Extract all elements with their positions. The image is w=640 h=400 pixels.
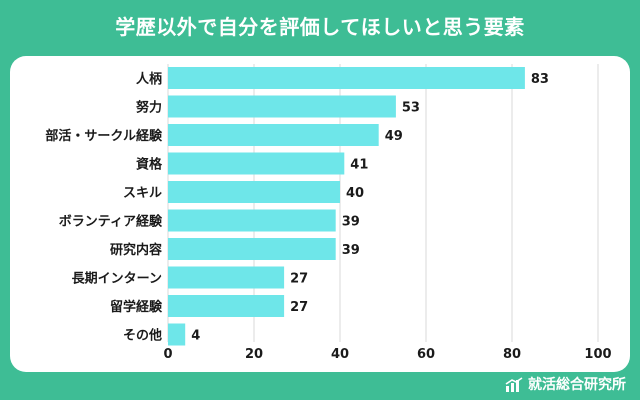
brand-logo: 就活総合研究所 bbox=[505, 375, 626, 395]
bar-chart-icon bbox=[505, 377, 523, 392]
brand-name: 就活総合研究所 bbox=[528, 377, 626, 393]
category-label: スキル bbox=[123, 186, 162, 201]
bar bbox=[168, 209, 336, 232]
bar bbox=[168, 238, 336, 260]
value-label: 4 bbox=[191, 329, 200, 344]
value-label: 83 bbox=[531, 72, 549, 87]
value-label: 39 bbox=[342, 215, 360, 230]
category-label: その他 bbox=[123, 328, 162, 344]
bar bbox=[168, 266, 285, 289]
value-label: 41 bbox=[350, 158, 368, 173]
category-label: 部活・サークル経験 bbox=[45, 128, 163, 144]
value-label: 40 bbox=[346, 186, 364, 201]
x-tick-label: 0 bbox=[163, 347, 172, 362]
x-tick-label: 40 bbox=[331, 347, 349, 362]
x-tick-label: 20 bbox=[245, 347, 263, 362]
bar bbox=[168, 67, 525, 89]
value-label: 49 bbox=[385, 129, 403, 144]
bar bbox=[168, 95, 396, 118]
value-label: 53 bbox=[402, 101, 420, 116]
bar bbox=[168, 323, 186, 346]
bar bbox=[168, 181, 340, 203]
category-label: 人柄 bbox=[136, 71, 162, 87]
category-label: 努力 bbox=[136, 100, 162, 116]
page-title: 学歴以外で自分を評価してほしいと思う要素 bbox=[115, 15, 525, 39]
x-tick-label: 80 bbox=[503, 347, 521, 362]
category-label: 研究内容 bbox=[110, 242, 162, 258]
bar bbox=[168, 295, 285, 317]
value-label: 27 bbox=[290, 272, 308, 287]
category-label: ボランティア経験 bbox=[59, 214, 163, 230]
category-label: 留学経験 bbox=[110, 299, 163, 315]
value-label: 39 bbox=[342, 243, 360, 258]
category-label: 資格 bbox=[136, 157, 163, 173]
value-label: 27 bbox=[290, 300, 308, 315]
x-tick-label: 60 bbox=[417, 347, 435, 362]
bar bbox=[168, 124, 379, 146]
x-tick-label: 100 bbox=[584, 347, 611, 362]
bar bbox=[168, 152, 345, 175]
category-label: 長期インターン bbox=[72, 272, 162, 287]
